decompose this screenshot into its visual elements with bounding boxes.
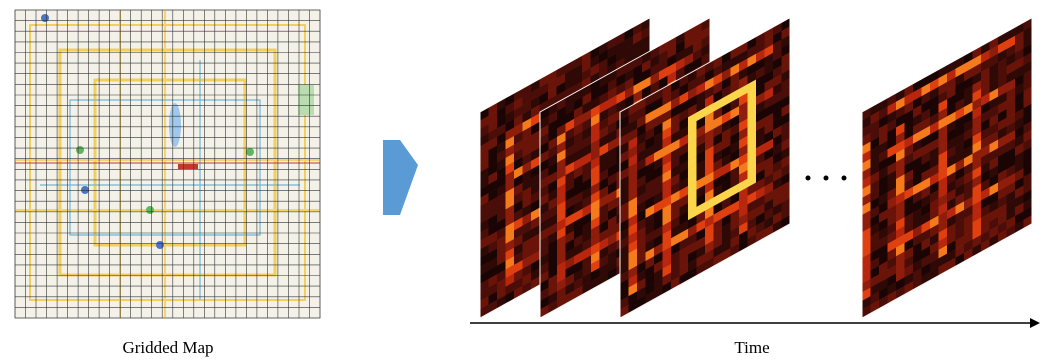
- map-landmark: [178, 164, 198, 169]
- map-icon: [81, 186, 89, 194]
- time-axis-arrowhead: [1030, 318, 1040, 328]
- diagram: Gridded Map Time: [0, 0, 1049, 362]
- process-arrow: [383, 140, 418, 215]
- heatmap-frame: [862, 18, 1032, 319]
- map-icon: [246, 148, 254, 156]
- map-icon: [146, 206, 154, 214]
- caption: Gridded Map: [122, 338, 213, 357]
- ellipsis-dot: [842, 176, 847, 181]
- caption: Time: [734, 338, 769, 357]
- heatmap-frames: [480, 18, 1032, 319]
- ellipsis-dot: [824, 176, 829, 181]
- map-icon: [156, 241, 164, 249]
- map-lake: [169, 103, 181, 147]
- map-icon: [76, 146, 84, 154]
- ellipsis-dot: [806, 176, 811, 181]
- gridded-map: [15, 10, 320, 318]
- map-park: [298, 85, 314, 115]
- page: {"left_caption": "Gridded Map", "right_c…: [0, 0, 1049, 362]
